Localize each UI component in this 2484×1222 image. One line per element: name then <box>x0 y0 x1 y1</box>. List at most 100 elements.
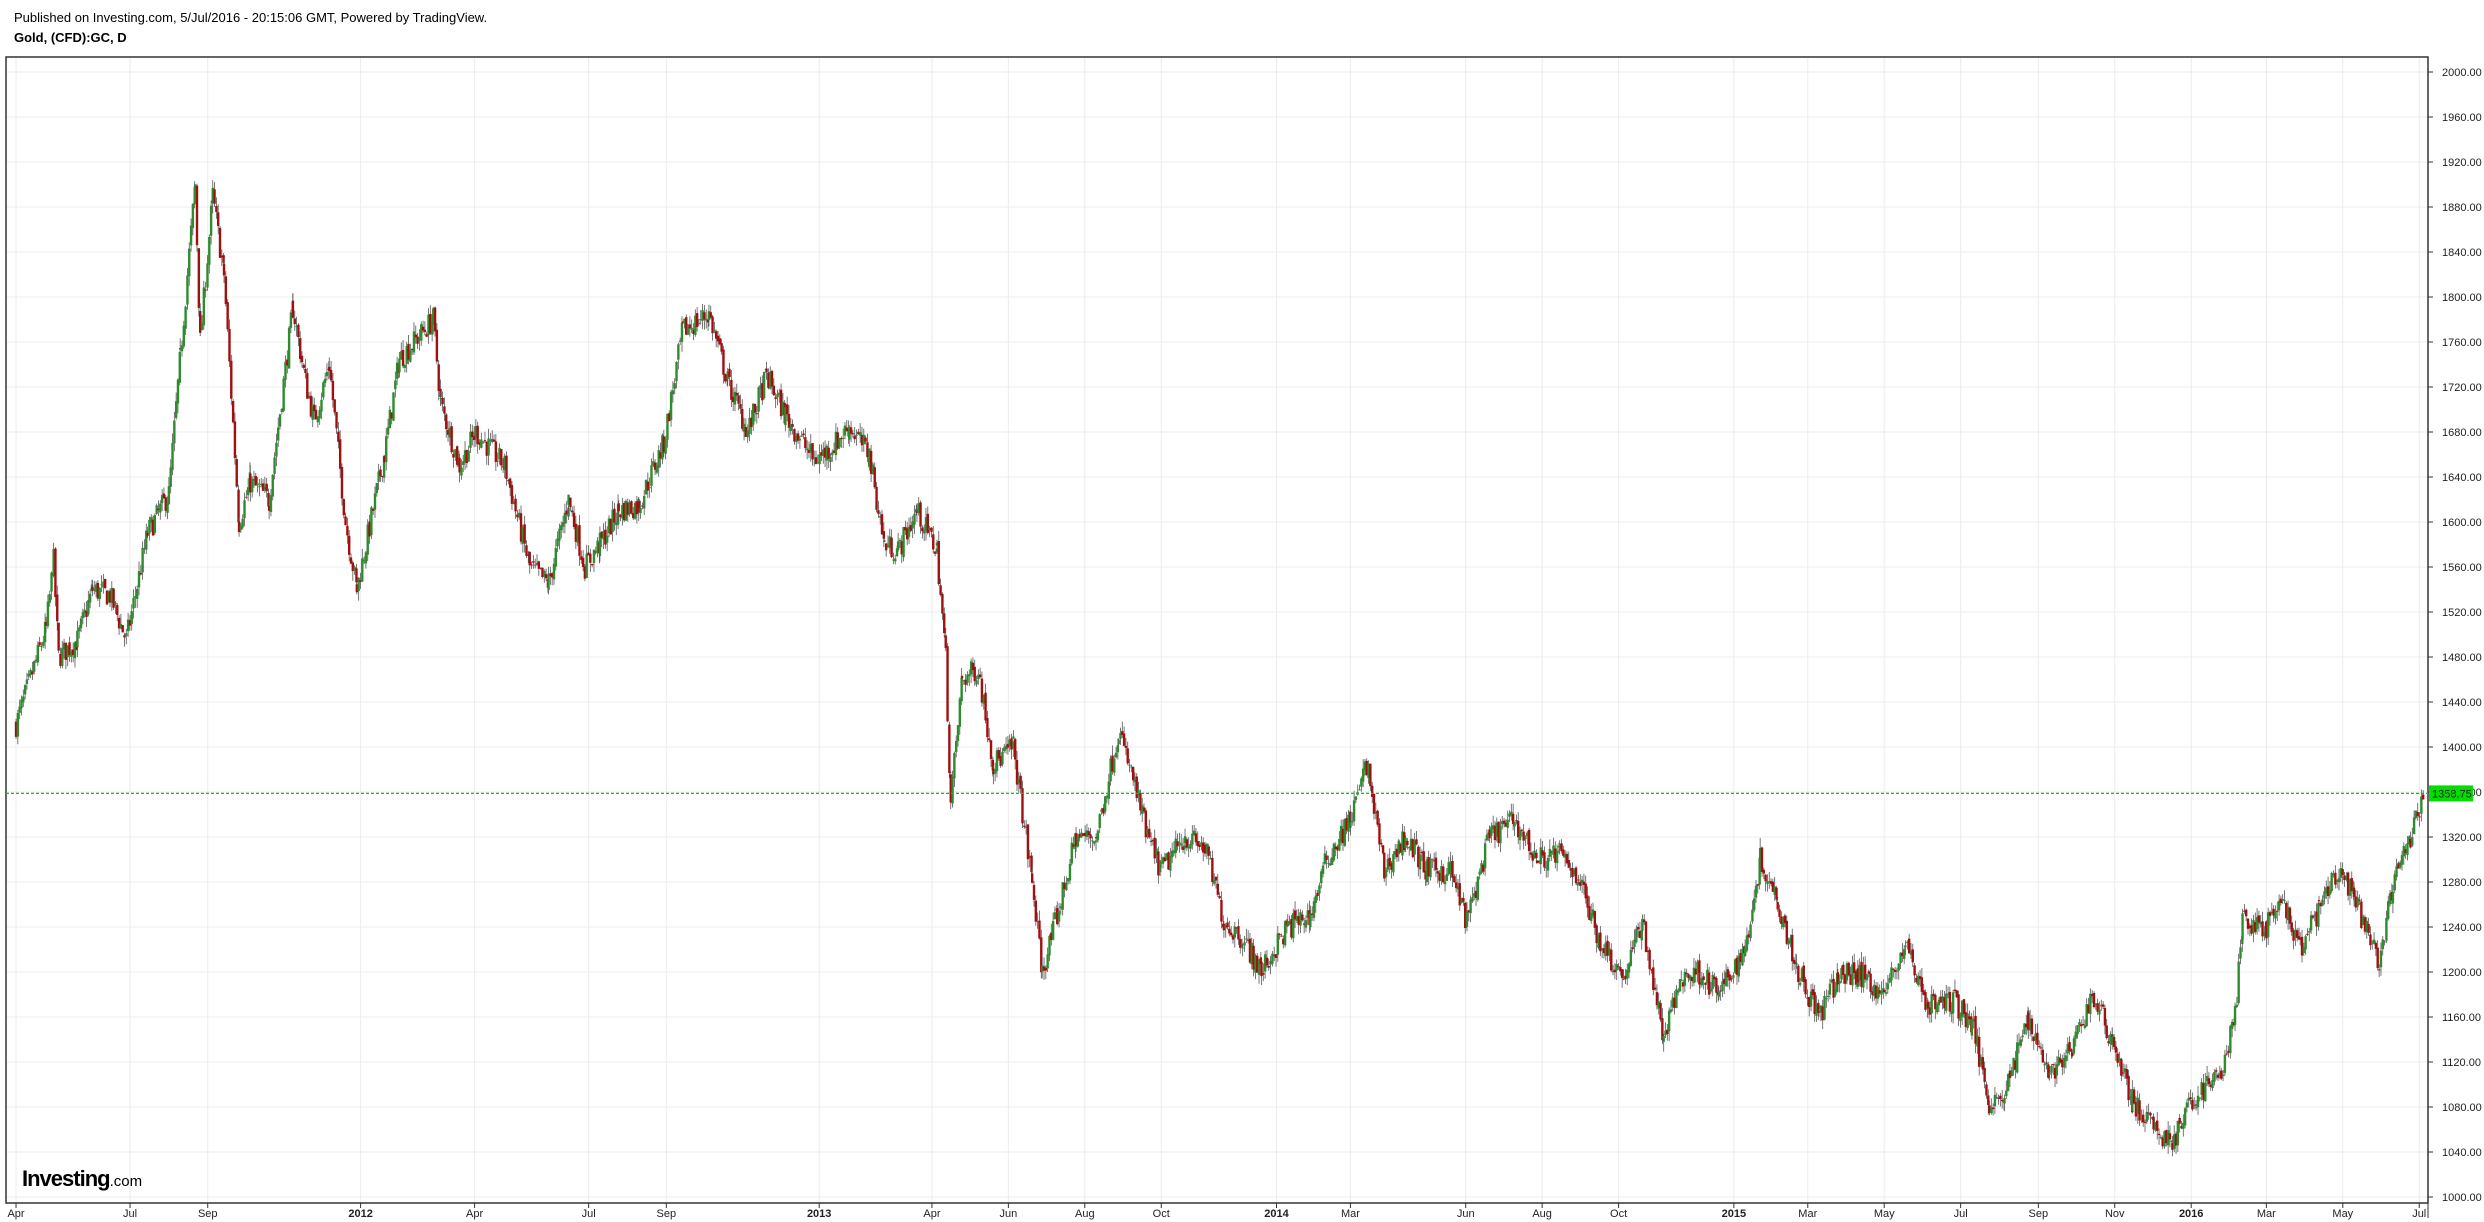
candle-body <box>999 756 1002 766</box>
price-tick-label: 1200.00 <box>2442 967 2482 979</box>
candle-body <box>1893 969 1897 973</box>
candle-body <box>2218 1073 2222 1076</box>
last-price-tag: 1358.75 <box>2429 785 2473 802</box>
candle-body <box>492 439 496 442</box>
candle-body <box>1192 830 1196 836</box>
candle-body <box>2274 911 2277 919</box>
candle-body <box>1593 911 1597 928</box>
candle-body <box>1886 983 1890 990</box>
price-tick-label: 1280.00 <box>2442 877 2482 889</box>
candle-body <box>1187 846 1190 849</box>
candle-body <box>2030 1018 2034 1035</box>
candle-body <box>1403 832 1406 851</box>
candle-body <box>1892 968 1895 970</box>
candle-body <box>560 525 563 531</box>
candle-body <box>176 379 180 404</box>
candle-body <box>574 523 578 542</box>
candle-body <box>757 387 760 412</box>
candle-body <box>1200 842 1203 847</box>
candle-body <box>2358 899 2361 901</box>
candle-body <box>1555 850 1559 864</box>
candle-body <box>724 374 727 382</box>
candle-body <box>1372 793 1376 814</box>
candle-body <box>604 529 607 545</box>
price-axis[interactable]: 1000.00 1040.00 1080.00 1120.00 1160.00 1200.… <box>2428 67 2482 1204</box>
candle-body <box>1838 980 1841 984</box>
candle-body <box>594 551 597 553</box>
candle-body <box>1142 807 1146 812</box>
candle-body <box>2202 1083 2205 1101</box>
candle-body <box>1456 886 1460 890</box>
candle-body <box>827 447 830 459</box>
candle-body <box>778 392 781 395</box>
candle-body <box>1228 928 1231 934</box>
candle-body <box>1309 913 1312 928</box>
candle-body <box>1312 901 1316 918</box>
candle-body <box>1823 996 1826 1020</box>
candle-body <box>1449 861 1452 875</box>
price-tick-label: 1680.00 <box>2442 427 2482 439</box>
candle-body <box>1657 1001 1660 1009</box>
candle-body <box>1135 776 1138 798</box>
candle-body <box>1957 994 1960 1019</box>
symbol-title: Gold, (CFD):GC, D <box>14 30 127 45</box>
candle-body <box>2321 899 2324 906</box>
candle-body <box>587 552 590 556</box>
candle-body <box>1332 843 1336 861</box>
candle-body <box>2376 947 2379 968</box>
candle-body <box>1990 1107 1993 1114</box>
candle-body <box>119 623 123 629</box>
candle-body <box>911 521 914 529</box>
candle-body <box>1271 953 1274 965</box>
candle-body <box>1304 920 1308 928</box>
candle-body <box>2306 933 2309 935</box>
investing-logo[interactable]: Investing.com <box>22 1166 142 1192</box>
candle-body <box>1044 967 1048 971</box>
candle-body <box>1917 975 1920 985</box>
candle-body <box>311 405 314 420</box>
candle-body <box>1951 992 1955 1014</box>
candle-body <box>1976 1035 1979 1047</box>
candle-body <box>714 331 718 339</box>
candle-body <box>951 776 954 804</box>
candle-body <box>882 531 886 539</box>
candle-body <box>306 373 309 399</box>
candle-body <box>1787 940 1790 945</box>
candle-body <box>103 578 107 589</box>
candle-body <box>123 635 126 638</box>
candle-body <box>209 205 213 236</box>
candle-body <box>915 508 918 513</box>
time-axis[interactable]: Apr Jul Sep 2012 Apr Jul Sep 2013 Apr Jun Aug Oct 20… <box>7 1203 2426 1220</box>
candle-body <box>2397 863 2400 869</box>
candle-body <box>1800 968 1804 981</box>
candle-body <box>295 326 298 328</box>
candle-body <box>134 596 137 599</box>
candle-body <box>932 534 935 550</box>
candle-body <box>1713 976 1716 980</box>
candle-body <box>1979 1057 1983 1065</box>
candle-body <box>1964 1012 1968 1028</box>
candle-body <box>2039 1047 2043 1049</box>
candle-body <box>1504 822 1508 827</box>
candle-body <box>1155 848 1158 856</box>
candle-body <box>834 431 838 456</box>
candle-body <box>1692 967 1696 983</box>
candle-body <box>1327 862 1330 864</box>
candle-body <box>171 442 174 471</box>
candle-body <box>1263 954 1267 972</box>
candle-body <box>1004 745 1008 750</box>
candle-body <box>613 508 616 523</box>
candle-body <box>829 456 832 462</box>
candle-body <box>1153 837 1156 859</box>
candle-body <box>409 350 412 362</box>
candle-body <box>174 401 178 418</box>
candle-body <box>980 678 984 703</box>
candle-body <box>1409 838 1413 851</box>
candle-body <box>1567 860 1570 868</box>
last-price-value: 1358.75 <box>2432 788 2472 800</box>
candle-body <box>1068 863 1072 881</box>
candle-body <box>1683 971 1687 986</box>
candle-body <box>1282 938 1285 945</box>
candle-body <box>31 671 34 675</box>
